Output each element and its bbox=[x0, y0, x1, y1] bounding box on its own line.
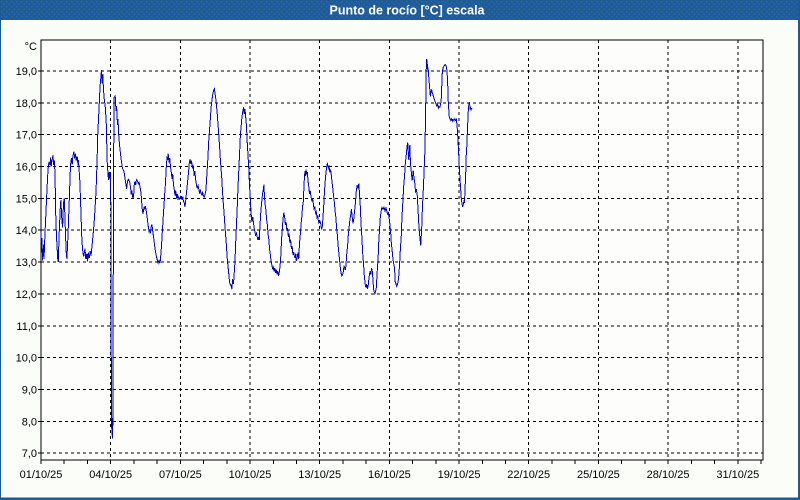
svg-text:9,0: 9,0 bbox=[22, 385, 37, 397]
svg-text:19/10/25: 19/10/25 bbox=[438, 469, 481, 481]
svg-text:15,0: 15,0 bbox=[16, 193, 37, 205]
svg-text:31/10/25: 31/10/25 bbox=[716, 469, 759, 481]
svg-text:10,0: 10,0 bbox=[16, 353, 37, 365]
svg-text:28/10/25: 28/10/25 bbox=[647, 469, 690, 481]
svg-text:01/10/25: 01/10/25 bbox=[20, 469, 63, 481]
svg-text:13,0: 13,0 bbox=[16, 257, 37, 269]
svg-text:16,0: 16,0 bbox=[16, 162, 37, 174]
svg-text:8,0: 8,0 bbox=[22, 416, 37, 428]
svg-text:25/10/25: 25/10/25 bbox=[577, 469, 620, 481]
svg-text:17,0: 17,0 bbox=[16, 130, 37, 142]
svg-text:22/10/25: 22/10/25 bbox=[507, 469, 550, 481]
svg-text:16/10/25: 16/10/25 bbox=[368, 469, 411, 481]
svg-text:10/10/25: 10/10/25 bbox=[229, 469, 272, 481]
svg-text:04/10/25: 04/10/25 bbox=[89, 469, 132, 481]
svg-text:19,0: 19,0 bbox=[16, 66, 37, 78]
svg-text:18,0: 18,0 bbox=[16, 98, 37, 110]
svg-text:7,0: 7,0 bbox=[22, 448, 37, 460]
svg-text:07/10/25: 07/10/25 bbox=[159, 469, 202, 481]
svg-text:14,0: 14,0 bbox=[16, 225, 37, 237]
svg-text:Punto de rocío [°C] escala: Punto de rocío [°C] escala bbox=[329, 4, 485, 18]
svg-text:11,0: 11,0 bbox=[16, 321, 37, 333]
svg-text:13/10/25: 13/10/25 bbox=[298, 469, 341, 481]
svg-text:12,0: 12,0 bbox=[16, 289, 37, 301]
svg-text:°C: °C bbox=[25, 41, 37, 53]
